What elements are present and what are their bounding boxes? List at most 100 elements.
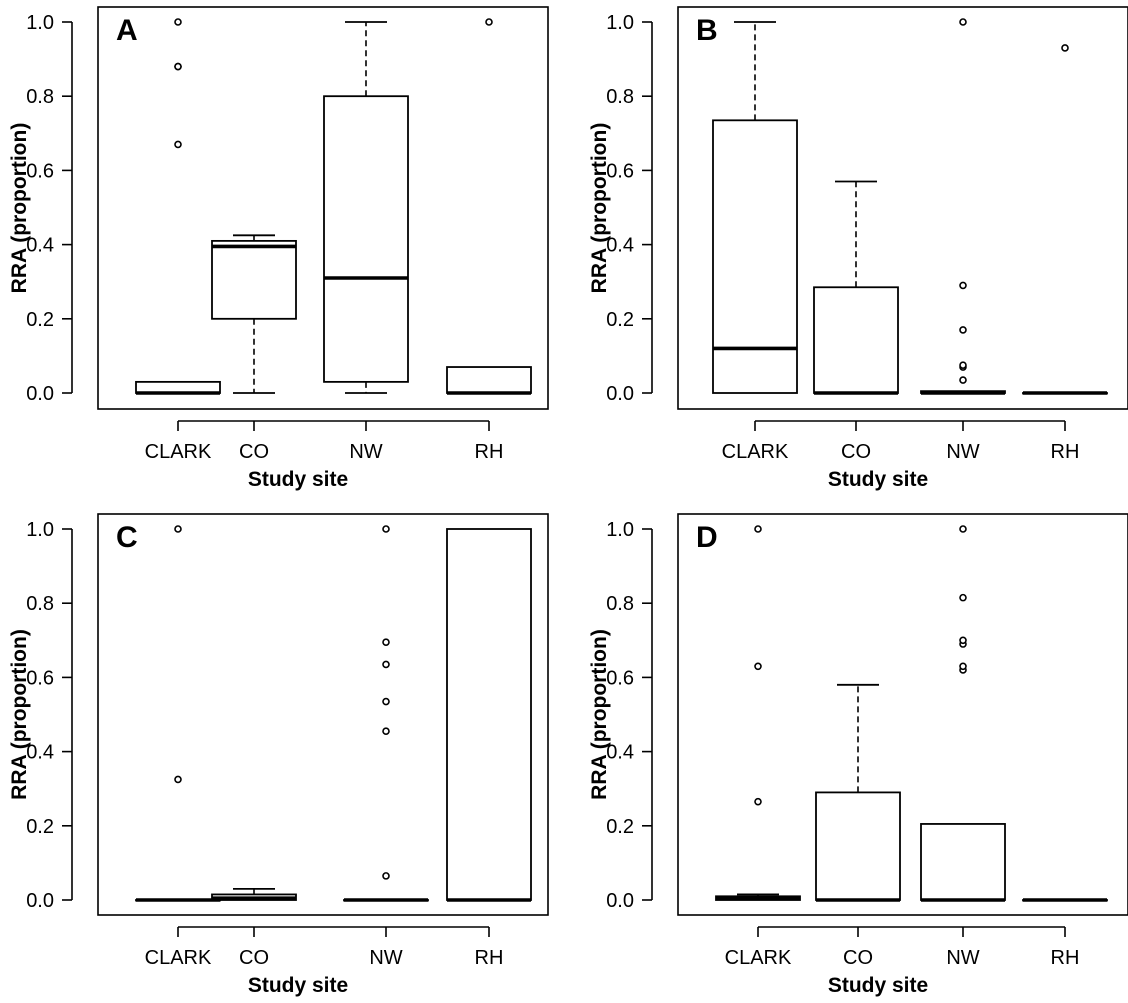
y-tick-label: 0.2 bbox=[26, 816, 54, 838]
outlier-point bbox=[754, 525, 762, 533]
box-co bbox=[813, 180, 899, 395]
outlier-point bbox=[959, 18, 967, 26]
outlier-point bbox=[959, 593, 967, 602]
y-tick-label: 0.8 bbox=[606, 86, 634, 108]
x-tick-label: CO bbox=[841, 441, 871, 463]
y-tick-label: 0.0 bbox=[606, 383, 634, 405]
x-tick-label: RH bbox=[1051, 441, 1080, 463]
box-rh bbox=[446, 18, 532, 395]
box-rh bbox=[446, 528, 532, 902]
iqr-box bbox=[211, 239, 297, 320]
y-tick-label: 0.8 bbox=[26, 593, 54, 615]
y-tick-label: 1.0 bbox=[606, 12, 634, 34]
x-tick-label: RH bbox=[475, 441, 504, 463]
y-axis-title: RRA (proportion) bbox=[8, 123, 31, 294]
y-tick-label: 0.2 bbox=[26, 309, 54, 331]
y-tick-label: 0.8 bbox=[606, 593, 634, 615]
panel-a: 0.0 0.2 0.4 0.6 0.8 1.0 CLARK CO NW RH Study site R… bbox=[8, 6, 549, 491]
x-tick-label: CLARK bbox=[722, 441, 789, 463]
x-tick-label: CO bbox=[843, 947, 873, 969]
outlier-point bbox=[754, 797, 762, 806]
x-tick-label: NW bbox=[946, 441, 979, 463]
outlier-point bbox=[959, 662, 967, 671]
plot-frame bbox=[677, 6, 1128, 410]
plot-frame bbox=[677, 513, 1128, 916]
outlier-point bbox=[382, 525, 390, 533]
box-clark bbox=[715, 525, 801, 901]
panel-letter: C bbox=[116, 521, 138, 554]
outlier-point bbox=[174, 140, 182, 149]
y-tick-label: 0.0 bbox=[26, 383, 54, 405]
outlier-point bbox=[959, 326, 967, 334]
box-clark bbox=[135, 18, 221, 395]
y-tick-label: 0.6 bbox=[606, 667, 634, 689]
outlier-point bbox=[174, 62, 182, 71]
y-tick-label: 0.6 bbox=[606, 160, 634, 182]
y-tick-label: 0.2 bbox=[606, 309, 634, 331]
outlier-point bbox=[959, 525, 967, 533]
box-co bbox=[815, 683, 901, 902]
y-tick-label: 0.8 bbox=[26, 86, 54, 108]
y-axis-title: RRA (proportion) bbox=[588, 629, 611, 800]
box-nw bbox=[920, 525, 1006, 902]
y-tick-label: 1.0 bbox=[26, 519, 54, 541]
x-axis-title: Study site bbox=[248, 468, 348, 491]
box-clark bbox=[712, 21, 798, 394]
iqr-box bbox=[712, 119, 798, 394]
box-co bbox=[211, 887, 297, 901]
outlier-point bbox=[382, 660, 390, 669]
y-tick-label: 0.6 bbox=[26, 160, 54, 182]
outlier-point bbox=[382, 697, 390, 706]
box-nw bbox=[343, 525, 429, 902]
outlier-point bbox=[754, 662, 762, 671]
y-tick-label: 0.4 bbox=[606, 742, 634, 764]
x-tick-label: CLARK bbox=[725, 947, 792, 969]
iqr-box bbox=[813, 286, 899, 394]
x-tick-label: CLARK bbox=[145, 947, 212, 969]
y-tick-label: 0.4 bbox=[26, 235, 54, 257]
x-tick-label: RH bbox=[475, 947, 504, 969]
y-tick-label: 0.0 bbox=[26, 890, 54, 912]
x-tick-label: NW bbox=[369, 947, 402, 969]
box-clark bbox=[135, 525, 221, 902]
iqr-box bbox=[446, 528, 532, 901]
box-nw bbox=[920, 18, 1006, 395]
iqr-box bbox=[323, 95, 409, 383]
box-co bbox=[211, 234, 297, 394]
outlier-point bbox=[959, 636, 967, 645]
y-tick-label: 1.0 bbox=[26, 12, 54, 34]
panel-letter: D bbox=[696, 521, 718, 554]
iqr-box bbox=[815, 791, 901, 901]
x-tick-label: NW bbox=[946, 947, 979, 969]
x-axis-title: Study site bbox=[248, 974, 348, 997]
y-axis-title: RRA (proportion) bbox=[588, 123, 611, 294]
outlier-point bbox=[174, 775, 182, 784]
outlier-point bbox=[959, 281, 967, 290]
x-tick-label: CLARK bbox=[145, 441, 212, 463]
outlier-point bbox=[382, 872, 390, 880]
panel-c: 0.0 0.2 0.4 0.6 0.8 1.0 CLARK CO NW RH Study site R… bbox=[8, 513, 549, 997]
y-tick-label: 0.6 bbox=[26, 667, 54, 689]
outlier-point bbox=[382, 638, 390, 646]
panel-letter: B bbox=[696, 14, 718, 47]
outlier-point bbox=[174, 18, 182, 26]
panel-letter: A bbox=[116, 14, 138, 47]
box-nw bbox=[323, 21, 409, 394]
y-tick-label: 0.4 bbox=[26, 742, 54, 764]
panel-d: 0.0 0.2 0.4 0.6 0.8 1.0 CLARK CO NW RH Study site R… bbox=[588, 513, 1128, 997]
box-rh bbox=[1022, 898, 1108, 902]
box-rh bbox=[1022, 44, 1108, 395]
y-tick-label: 0.4 bbox=[606, 235, 634, 257]
plot-frame bbox=[97, 6, 549, 410]
x-tick-label: CO bbox=[239, 441, 269, 463]
iqr-box bbox=[446, 366, 532, 394]
x-axis-title: Study site bbox=[828, 468, 928, 491]
outlier-point bbox=[382, 727, 390, 735]
x-tick-label: NW bbox=[349, 441, 382, 463]
iqr-box bbox=[920, 823, 1006, 901]
panel-b: 0.0 0.2 0.4 0.6 0.8 1.0 CLARK CO NW RH Study site R… bbox=[588, 6, 1128, 491]
outlier-point bbox=[174, 525, 182, 533]
outlier-point bbox=[959, 376, 967, 384]
outlier-point bbox=[485, 18, 493, 26]
